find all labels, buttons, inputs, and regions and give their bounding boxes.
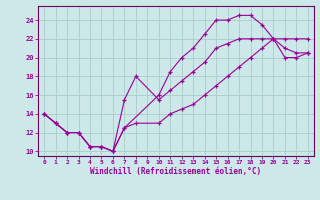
X-axis label: Windchill (Refroidissement éolien,°C): Windchill (Refroidissement éolien,°C) <box>91 167 261 176</box>
